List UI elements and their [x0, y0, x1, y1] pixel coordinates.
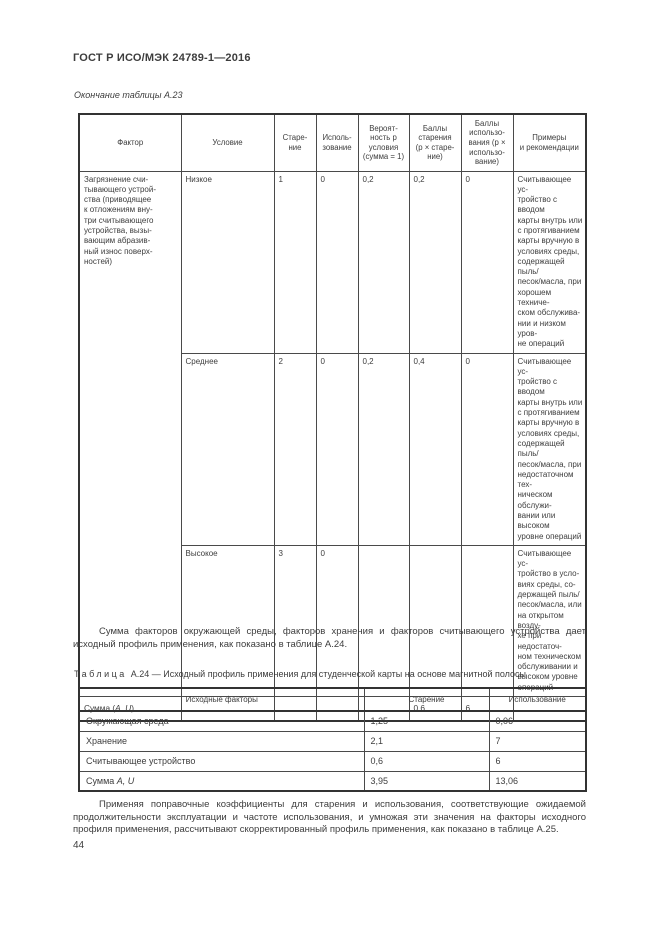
table-a23-header-row: Фактор Условие Старе- ние Исполь- зовани… [78, 113, 587, 172]
table-row: Хранение 2,1 7 [78, 730, 587, 752]
condition-cell: Низкое [180, 170, 275, 354]
table-row: Среднее 2 0 0,2 0,4 0 Считывающее ус- тр… [79, 352, 587, 546]
usage-cell: 0 [315, 352, 359, 546]
aging-cell: 2 [273, 352, 317, 546]
aging-cell: 1,25 [363, 710, 490, 732]
probability-cell: 0,2 [357, 352, 410, 546]
column-header-usage-points: Баллы использо- вания (p × использо- ван… [460, 113, 514, 172]
column-header-usage: Использование [488, 687, 587, 712]
usage-cell: 6 [488, 750, 587, 772]
table-a24-header-row: Исходные факторы Старение Использование [78, 687, 587, 712]
factor-cell: Считывающее устройство [78, 750, 365, 772]
table-row: Высокое 3 0 Считывающее ус- тройство в у… [79, 544, 587, 698]
condition-cell: Среднее [180, 352, 275, 546]
factor-cell: Хранение [78, 730, 365, 752]
table-sum-row: Сумма A, U 3,95 13,06 [78, 770, 587, 792]
sum-usage-cell: 13,06 [488, 770, 587, 792]
usage-cell: 0 [315, 544, 359, 698]
aging-points-cell: 0,4 [408, 352, 462, 546]
column-header-examples: Примеры и рекомендации [512, 113, 587, 172]
paragraph-intro-a25: Применяя поправочные коэффициенты для ст… [73, 799, 586, 836]
column-header-factor: Фактор [78, 113, 182, 172]
paragraph-intro-a24: Сумма факторов окружающей среды, факторо… [73, 626, 586, 650]
table-a24-caption-word: Таблица [74, 669, 127, 679]
aging-cell: 2,1 [363, 730, 490, 752]
usage-cell: 7 [488, 730, 587, 752]
column-header-condition: Условие [180, 113, 275, 172]
usage-cell: 0 [315, 170, 359, 354]
probability-cell: 0,2 [357, 170, 410, 354]
factor-cell: Окружающая среда [78, 710, 365, 732]
column-header-aging: Старение [363, 687, 490, 712]
column-header-probability: Вероят- ность p условия (сумма = 1) [357, 113, 410, 172]
aging-points-cell: 0,2 [408, 170, 462, 354]
examples-cell: Считывающее ус- тройство в усло- виях ср… [512, 544, 587, 698]
aging-points-cell [408, 544, 462, 698]
table-row: Считывающее устройство 0,6 6 [78, 750, 587, 772]
column-header-source-factors: Исходные факторы [78, 687, 365, 712]
aging-cell: 1 [273, 170, 317, 354]
table-a23: Фактор Условие Старе- ние Исполь- зовани… [78, 113, 587, 722]
column-header-aging: Старе- ние [273, 113, 317, 172]
page-number: 44 [73, 840, 85, 851]
sum-aging-cell: 3,95 [363, 770, 490, 792]
sum-label-cell: Сумма A, U [78, 770, 365, 792]
aging-cell: 0,6 [363, 750, 490, 772]
standard-number: ГОСТ Р ИСО/МЭК 24789-1—2016 [73, 52, 251, 64]
usage-cell: 0,06 [488, 710, 587, 732]
sum-label-variables: A, U [116, 775, 135, 786]
examples-cell: Считывающее ус- тройство с вводом карты … [512, 170, 587, 354]
usage-points-cell: 0 [460, 170, 514, 354]
table-a24-caption-text: А.24 — Исходный профиль применения для с… [130, 669, 526, 679]
table-row: Окружающая среда 1,25 0,06 [78, 710, 587, 732]
table-a24: Исходные факторы Старение Использование … [78, 687, 587, 792]
column-header-usage: Исполь- зование [315, 113, 359, 172]
table-row: Загрязнение счи- тывающего устрой- ства … [78, 170, 587, 698]
table-continuation-caption: Окончание таблицы А.23 [74, 90, 183, 100]
table-a24-caption: Таблица А.24 — Исходный профиль применени… [74, 669, 526, 679]
usage-points-cell: 0 [460, 352, 514, 546]
factor-cell: Загрязнение счи- тывающего устрой- ства … [78, 170, 182, 698]
examples-cell: Считывающее ус- тройство с вводом карты … [512, 352, 587, 546]
column-header-aging-points: Баллы старения (p × старе- ние) [408, 113, 462, 172]
sum-label-prefix: Сумма [86, 775, 117, 786]
